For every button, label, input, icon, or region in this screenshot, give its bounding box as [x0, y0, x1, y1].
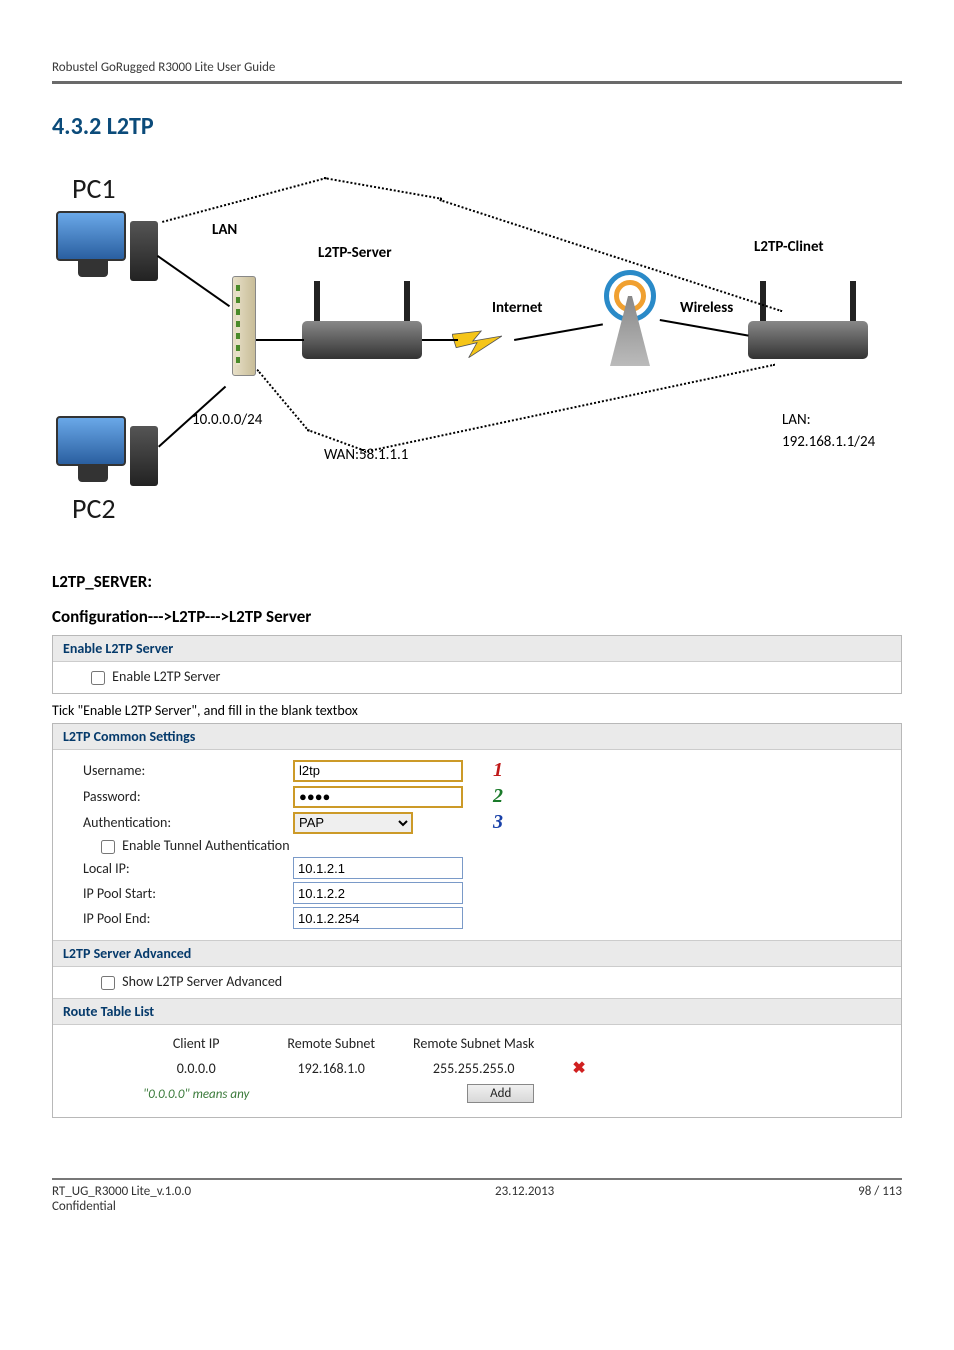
- line: [256, 339, 304, 341]
- line: [157, 255, 230, 307]
- col-remotemask: Remote Subnet Mask: [395, 1033, 552, 1054]
- dotted: [364, 364, 775, 453]
- auth-select[interactable]: PAP: [293, 812, 413, 834]
- pc2-tower-icon: [130, 426, 158, 486]
- client-router-icon: [748, 321, 868, 359]
- enable-l2tp-checkbox-label: Enable L2TP Server: [112, 668, 220, 685]
- footer-date: 23.12.2013: [495, 1184, 554, 1214]
- username-input[interactable]: [293, 760, 463, 782]
- poolstart-input[interactable]: [293, 882, 463, 904]
- advanced-title: L2TP Server Advanced: [53, 940, 901, 967]
- col-clientip: Client IP: [125, 1033, 267, 1054]
- switch-icon: [232, 276, 256, 376]
- password-label: Password:: [83, 788, 293, 805]
- cell-tower-icon: [600, 266, 660, 366]
- wireless-label: Wireless: [680, 299, 733, 317]
- footer-docid: RT_UG_R3000 Lite_v.1.0.0: [52, 1184, 191, 1199]
- footer-page: 98 / 113: [858, 1184, 902, 1214]
- annotation-2: 2: [493, 785, 503, 808]
- delete-row-button[interactable]: ✖: [572, 1059, 585, 1078]
- server-router-icon: [302, 321, 422, 359]
- page-footer: RT_UG_R3000 Lite_v.1.0.0 Confidential 23…: [52, 1178, 902, 1214]
- cell-remotemask: 255.255.255.0: [395, 1056, 552, 1080]
- wan-label: WAN:58.1.1.1: [324, 446, 408, 464]
- left-subnet-label: 10.0.0.0/24: [192, 411, 262, 429]
- tunnel-auth-label: Enable Tunnel Authentication: [122, 837, 289, 854]
- pc1-label: PC1: [72, 171, 116, 206]
- lan-label: LAN: [212, 221, 237, 239]
- cell-remotesubnet: 192.168.1.0: [269, 1056, 393, 1080]
- tick-note: Tick "Enable L2TP Server", and fill in t…: [52, 702, 902, 719]
- footer-confidential: Confidential: [52, 1199, 191, 1214]
- annotation-3: 3: [493, 811, 503, 834]
- bolt-icon: [452, 321, 502, 361]
- route-table: Client IP Remote Subnet Remote Subnet Ma…: [123, 1031, 606, 1107]
- add-button[interactable]: Add: [467, 1084, 534, 1103]
- auth-label: Authentication:: [83, 814, 293, 831]
- lan-right-label-1: LAN:: [782, 411, 811, 429]
- pc1-tower-icon: [130, 221, 158, 281]
- tunnel-auth-checkbox[interactable]: [101, 840, 115, 854]
- poolend-input[interactable]: [293, 907, 463, 929]
- l2tp-client-label: L2TP-Clinet: [754, 238, 824, 256]
- dotted: [256, 369, 309, 432]
- localip-label: Local IP:: [83, 860, 293, 877]
- enable-l2tp-panel: Enable L2TP Server Enable L2TP Server: [52, 635, 902, 694]
- line: [422, 339, 458, 341]
- show-advanced-label: Show L2TP Server Advanced: [122, 973, 282, 990]
- localip-input[interactable]: [293, 857, 463, 879]
- line: [514, 323, 603, 341]
- pc1-monitor-icon: [56, 211, 126, 261]
- section-title: 4.3.2 L2TP: [52, 112, 902, 141]
- l2tp-server-heading: L2TP_SERVER:: [52, 571, 902, 592]
- show-advanced-checkbox[interactable]: [101, 976, 115, 990]
- pc2-label: PC2: [72, 491, 116, 526]
- topology-diagram: PC1 PC2 LAN L2TP-Server Internet Wireles…: [52, 171, 852, 541]
- col-remotesubnet: Remote Subnet: [269, 1033, 393, 1054]
- enable-l2tp-panel-title: Enable L2TP Server: [53, 636, 901, 662]
- common-settings-panel: L2TP Common Settings Username: 1 Passwor…: [52, 723, 902, 1118]
- poolstart-label: IP Pool Start:: [83, 885, 293, 902]
- tunnel-auth-row[interactable]: Enable Tunnel Authentication: [101, 837, 290, 854]
- dotted: [324, 177, 443, 200]
- enable-l2tp-checkbox-row[interactable]: Enable L2TP Server: [91, 668, 220, 685]
- common-settings-title: L2TP Common Settings: [53, 724, 901, 750]
- show-advanced-row[interactable]: Show L2TP Server Advanced: [101, 973, 282, 990]
- username-label: Username:: [83, 762, 293, 779]
- route-table-title: Route Table List: [53, 998, 901, 1025]
- config-path-heading: Configuration--->L2TP--->L2TP Server: [52, 606, 902, 627]
- l2tp-server-label: L2TP-Server: [318, 244, 392, 262]
- password-input[interactable]: [293, 786, 463, 808]
- route-hint: "0.0.0.0" means any: [143, 1087, 249, 1102]
- internet-label: Internet: [492, 299, 543, 317]
- line: [660, 319, 749, 337]
- cell-clientip: 0.0.0.0: [125, 1056, 267, 1080]
- poolend-label: IP Pool End:: [83, 910, 293, 927]
- pc2-monitor-icon: [56, 416, 126, 466]
- page-header: Robustel GoRugged R3000 Lite User Guide: [52, 60, 902, 84]
- dotted: [162, 177, 327, 223]
- lan-right-label-2: 192.168.1.1/24: [782, 433, 875, 451]
- enable-l2tp-checkbox[interactable]: [91, 671, 105, 685]
- annotation-1: 1: [493, 759, 503, 782]
